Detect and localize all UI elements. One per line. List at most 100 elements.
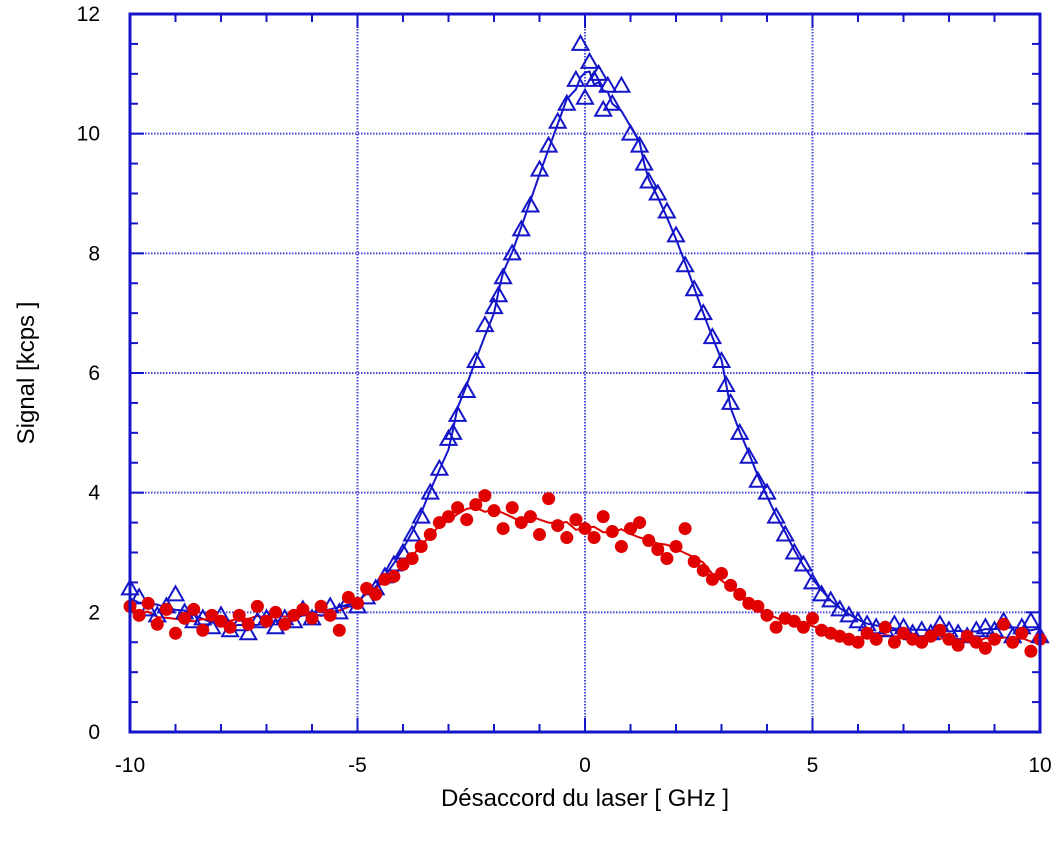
triangle-point [529, 159, 550, 177]
triangle-point [511, 219, 532, 237]
circle-point [387, 569, 401, 583]
circle-point [478, 489, 492, 503]
circle-point [460, 513, 474, 527]
triangle-point [575, 87, 595, 105]
circle-point [250, 599, 264, 613]
triangle-point [557, 93, 577, 111]
circle-point [523, 510, 537, 524]
triangle-point [598, 75, 618, 93]
circle-point [678, 522, 692, 536]
circle-point [806, 611, 819, 625]
circle-point [887, 635, 901, 649]
y-tick-label: 2 [88, 601, 100, 624]
circle-point [423, 528, 437, 542]
triangle-point [748, 470, 768, 488]
x-axis-title: Désaccord du laser [ GHz ] [441, 785, 729, 812]
triangle-point [456, 380, 477, 398]
triangle-point [784, 542, 805, 560]
y-tick-label: 6 [88, 362, 100, 385]
triangle-point [830, 599, 850, 617]
circle-point [951, 638, 965, 652]
triangle-point [484, 297, 504, 315]
circle-point [132, 608, 146, 622]
circle-point [260, 614, 273, 628]
triangle-point [502, 243, 522, 261]
circle-point [469, 498, 483, 512]
circle-point [569, 513, 583, 527]
circle-point [578, 522, 592, 536]
y-tick-label: 12 [77, 3, 100, 26]
circle-point [305, 611, 319, 625]
circle-point [724, 578, 738, 592]
circle-point [560, 531, 574, 545]
triangle-point [538, 135, 559, 153]
triangle-point [802, 572, 823, 590]
triangle-point [165, 584, 186, 602]
circle-point [642, 534, 656, 548]
plot-frame [128, 12, 1042, 734]
circle-point [1024, 644, 1038, 658]
triangle-point [666, 225, 686, 243]
circle-point [733, 587, 747, 601]
circle-point [978, 641, 992, 655]
triangle-point [547, 111, 568, 129]
x-tick-labels: -10 -5 0 5 10 [115, 754, 1052, 777]
circle-point [487, 504, 501, 518]
circle-point [369, 587, 383, 601]
y-tick-labels: 0 2 4 6 8 10 12 [77, 3, 101, 744]
triangle-point [466, 351, 486, 369]
circle-point [660, 551, 674, 565]
circle-point [241, 617, 255, 631]
circle-point [542, 492, 556, 506]
triangle-point [693, 303, 714, 321]
circle-point [796, 620, 810, 634]
circle-point [651, 543, 665, 557]
triangle-point [716, 374, 736, 392]
triangle-point [975, 617, 996, 635]
triangle-point [602, 93, 623, 111]
circle-point [633, 516, 647, 530]
triangle-point [675, 255, 695, 273]
circle-point [669, 540, 683, 554]
circle-point [760, 608, 774, 622]
series-circles [123, 489, 1047, 658]
circle-point [605, 525, 619, 539]
triangle-point [648, 183, 668, 201]
circle-point [878, 620, 892, 634]
circle-point [141, 596, 155, 610]
x-tick-label: -10 [115, 754, 145, 777]
circle-point [232, 608, 246, 622]
triangle-point [520, 195, 541, 213]
circle-point [178, 611, 192, 625]
circle-point [414, 540, 428, 554]
x-tick-label: 5 [807, 754, 819, 777]
triangle-point [129, 587, 149, 605]
x-tick-label: -5 [348, 754, 367, 777]
circle-point [296, 602, 310, 616]
triangle-point [593, 99, 613, 117]
y-tick-label: 4 [88, 482, 100, 505]
circle-point [196, 623, 210, 637]
triangle-point [848, 611, 868, 629]
triangle-point [588, 63, 609, 81]
circle-point [997, 617, 1011, 631]
triangle-point [411, 506, 431, 524]
triangle-point [420, 482, 441, 500]
triangle-point [793, 554, 814, 572]
triangle-point [820, 590, 841, 608]
triangle-point [443, 422, 463, 440]
y-tick-label: 10 [77, 123, 100, 146]
circle-point [323, 608, 337, 622]
circle-point [278, 617, 292, 631]
circle-point [223, 620, 237, 634]
triangle-point [402, 524, 422, 542]
triangle-point [447, 404, 468, 422]
y-tick-label: 0 [88, 721, 100, 744]
y-axis-title: Signal [kcps ] [13, 302, 40, 445]
circle-point [159, 602, 173, 616]
triangle-point [684, 279, 704, 297]
circle-point [150, 617, 164, 631]
circle-point [596, 510, 610, 524]
circle-point [269, 605, 283, 619]
